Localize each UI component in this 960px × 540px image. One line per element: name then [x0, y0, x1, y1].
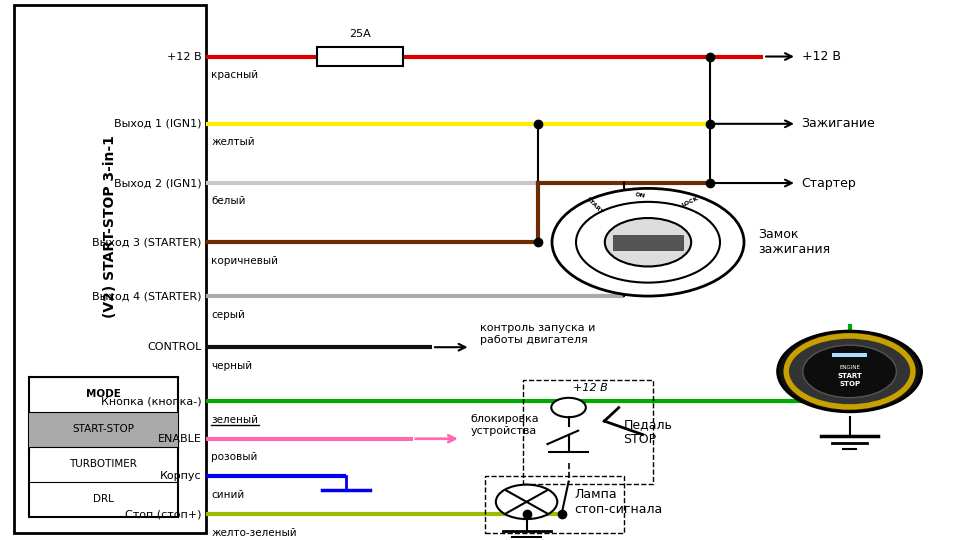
Text: белый: белый [211, 197, 246, 206]
Text: MODE: MODE [85, 389, 121, 399]
Text: розовый: розовый [211, 452, 257, 462]
Bar [613, 235, 683, 249]
Bar [523, 380, 653, 484]
Text: зеленый: зеленый [211, 415, 258, 424]
Text: STOP: STOP [839, 381, 860, 387]
Text: TURBOTIMER: TURBOTIMER [69, 460, 137, 469]
Text: желто-зеленый: желто-зеленый [211, 528, 297, 537]
Text: Стартер: Стартер [802, 177, 856, 190]
Text: CONTROL: CONTROL [147, 342, 202, 352]
Circle shape [605, 218, 691, 266]
Bar [832, 353, 867, 357]
Circle shape [495, 484, 557, 519]
Text: Лампа
стоп-сигнала: Лампа стоп-сигнала [574, 488, 662, 516]
Text: Выход 2 (IGN1): Выход 2 (IGN1) [114, 178, 202, 188]
Bar [14, 5, 206, 533]
Text: красный: красный [211, 70, 258, 80]
Text: черный: черный [211, 361, 252, 370]
Text: ON: ON [635, 192, 646, 199]
Circle shape [786, 336, 913, 407]
Text: Педаль
STOP: Педаль STOP [624, 418, 672, 446]
Text: серый: серый [211, 309, 245, 320]
Text: кнопка без
фиксации: кнопка без фиксации [810, 346, 879, 374]
Bar [29, 412, 178, 447]
Text: START-STOP: START-STOP [72, 424, 134, 434]
Text: Замок
зажигания: Замок зажигания [758, 228, 830, 256]
Text: Корпус: Корпус [160, 471, 202, 481]
Text: Кнопка (кнопка-): Кнопка (кнопка-) [101, 396, 202, 406]
Text: Выход 3 (STARTER): Выход 3 (STARTER) [92, 237, 202, 247]
Bar [317, 47, 403, 66]
Text: желтый: желтый [211, 137, 254, 147]
Text: START: START [585, 197, 604, 215]
Circle shape [778, 331, 922, 412]
Text: (V2) START-STOP 3-in-1: (V2) START-STOP 3-in-1 [104, 134, 117, 318]
Text: блокировка
устройства: блокировка устройства [470, 414, 539, 436]
Text: START: START [837, 373, 862, 379]
Text: ENABLE: ENABLE [157, 434, 202, 444]
Text: +12 В: +12 В [802, 50, 841, 63]
Text: DRL: DRL [93, 494, 113, 504]
Text: +12 В: +12 В [573, 383, 608, 393]
Text: Выход 1 (IGN1): Выход 1 (IGN1) [114, 119, 202, 129]
Circle shape [576, 202, 720, 282]
Text: синий: синий [211, 490, 245, 500]
Text: +12 В: +12 В [167, 51, 202, 62]
Text: Выход 4 (STARTER): Выход 4 (STARTER) [92, 291, 202, 301]
Text: 25А: 25А [349, 29, 371, 39]
Text: Стоп (стоп+): Стоп (стоп+) [125, 509, 202, 519]
Circle shape [551, 398, 586, 417]
Bar [29, 377, 178, 517]
Text: контроль запуска и
работы двигателя: контроль запуска и работы двигателя [480, 323, 595, 345]
Circle shape [803, 345, 897, 397]
Text: Зажигание: Зажигание [802, 117, 876, 130]
Text: LOCK: LOCK [681, 195, 700, 207]
Text: коричневый: коричневый [211, 256, 278, 266]
Bar [485, 476, 624, 533]
Text: ENGINE: ENGINE [839, 364, 860, 370]
Circle shape [552, 188, 744, 296]
